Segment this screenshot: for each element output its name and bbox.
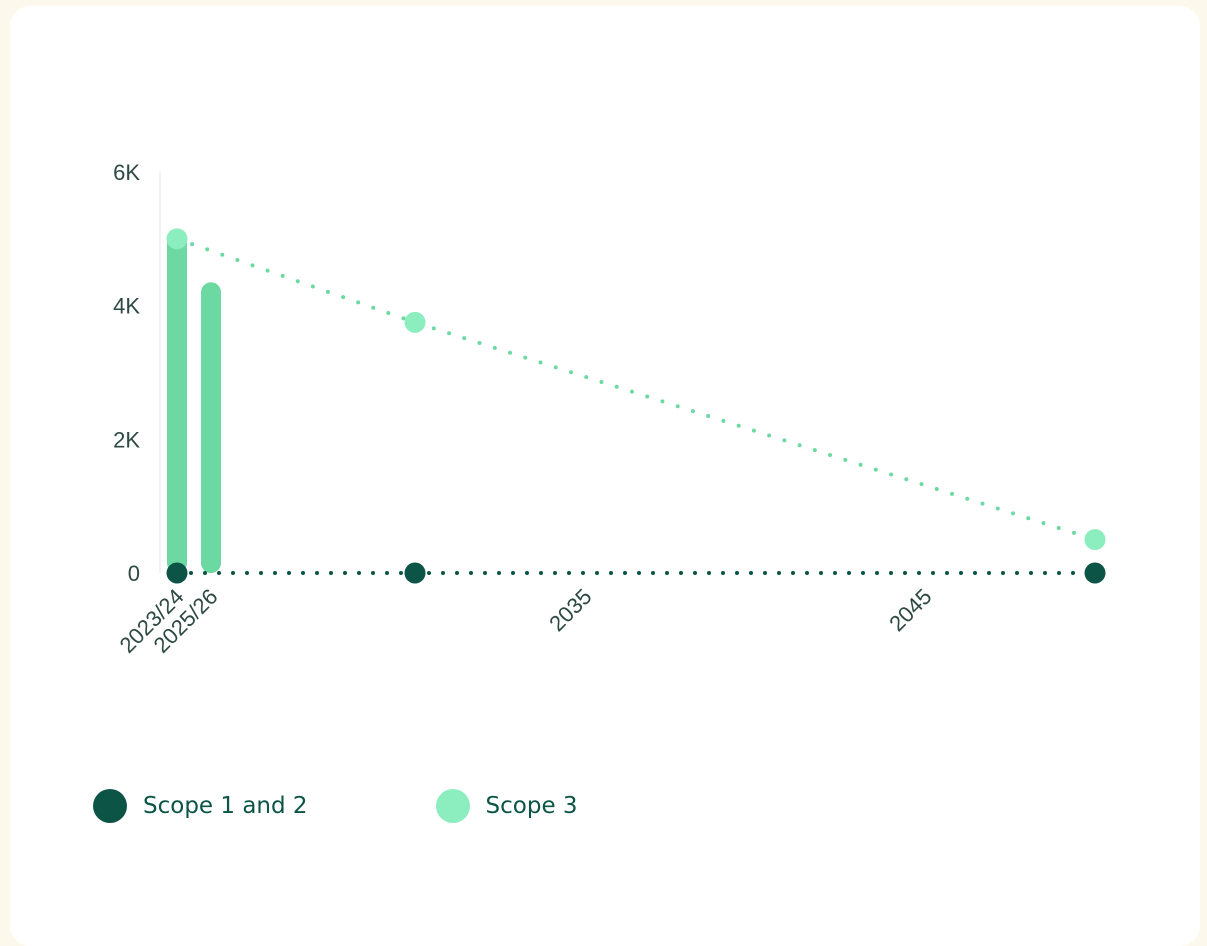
- legend-swatch-scope-3: [435, 789, 470, 823]
- trajectory-point[interactable]: [166, 228, 188, 250]
- y-tick-label: 4K: [113, 294, 140, 319]
- legend-swatch-scope-1-and-2: [93, 789, 127, 823]
- trajectory-point[interactable]: [1084, 529, 1106, 551]
- y-tick-label: 0: [128, 561, 140, 586]
- x-tick-label: 2035: [544, 584, 596, 636]
- trajectory-point[interactable]: [404, 311, 426, 333]
- trajectory-lines: [175, 236, 1097, 575]
- trajectory-point[interactable]: [166, 562, 188, 584]
- y-tick-label: 2K: [113, 427, 140, 452]
- trajectory-points: [166, 228, 1106, 584]
- legend-item-scope-1-and-2[interactable]: Scope 1 and 2: [93, 789, 308, 823]
- trajectory-point[interactable]: [404, 562, 426, 584]
- scope-bar[interactable]: [167, 228, 187, 574]
- legend-label-scope-3: Scope 3: [485, 793, 578, 819]
- bars: [167, 228, 221, 574]
- x-tick-label: 2045: [884, 584, 936, 636]
- legend-item-scope-3[interactable]: Scope 3: [435, 789, 578, 823]
- y-tick-label: 6K: [113, 160, 140, 185]
- legend-label-scope-1-and-2: Scope 1 and 2: [143, 793, 308, 819]
- trajectory-line: [175, 236, 1097, 542]
- y-axis-ticks: 0 2K 4K 6K: [113, 160, 140, 586]
- chart-card: 0 2K 4K 6K 2023/24 2025/26 2035 2045 Scope 1 a…: [10, 6, 1200, 946]
- trajectory-point[interactable]: [1084, 562, 1106, 584]
- legend: Scope 1 and 2 Scope 3: [93, 789, 578, 823]
- scope-bar[interactable]: [201, 282, 221, 573]
